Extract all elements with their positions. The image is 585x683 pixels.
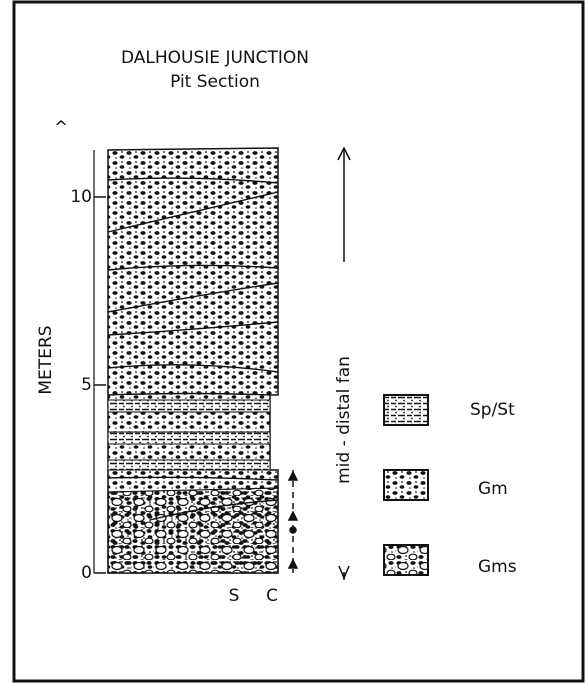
column-label: S [229,586,240,606]
legend-label: Gm [478,479,508,499]
subtitle: Pit Section [170,72,260,92]
mark: ^ [54,118,68,138]
column-label: C [266,586,278,606]
legend-label: Gms [478,557,517,577]
tick-label: 10 [70,187,92,207]
legend: Sp/St Gm Gms [384,395,517,577]
grain-symbols [289,470,297,573]
title: DALHOUSIE JUNCTION [121,48,309,68]
figure: DALHOUSIE JUNCTION Pit Section ^ METERS … [0,0,585,683]
annotation: mid - distal fan [334,356,354,484]
legend-label: Sp/St [470,400,515,420]
tick-label: 5 [81,375,92,395]
axis-label: METERS [36,325,56,394]
page: DALHOUSIE JUNCTION Pit Section ^ METERS … [0,0,585,683]
column [108,148,278,573]
frame [14,2,583,681]
tick-label: 0 [81,563,92,583]
